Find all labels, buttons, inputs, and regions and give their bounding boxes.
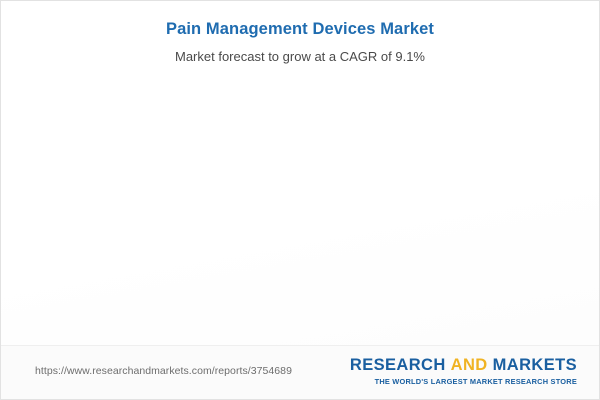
source-url[interactable]: https://www.researchandmarkets.com/repor…: [35, 365, 292, 377]
brand-logo: RESEARCH AND MARKETS THE WORLD'S LARGEST…: [350, 356, 577, 386]
brand-word-markets: MARKETS: [492, 356, 577, 374]
chart-header: Pain Management Devices Market Market fo…: [1, 19, 599, 65]
chart-plot-area: USD 3,768.6 Million 2024 USD 5,835.8 Mil…: [1, 1, 599, 346]
brand-tagline: THE WORLD'S LARGEST MARKET RESEARCH STOR…: [374, 377, 577, 386]
chart-subtitle: Market forecast to grow at a CAGR of 9.1…: [175, 49, 425, 64]
brand-word-research: RESEARCH: [349, 356, 446, 374]
chart-footer: https://www.researchandmarkets.com/repor…: [1, 345, 599, 399]
brand-word-and: AND: [450, 356, 488, 374]
brand-name: RESEARCH AND MARKETS: [350, 356, 577, 375]
page-title: Pain Management Devices Market: [165, 20, 435, 38]
